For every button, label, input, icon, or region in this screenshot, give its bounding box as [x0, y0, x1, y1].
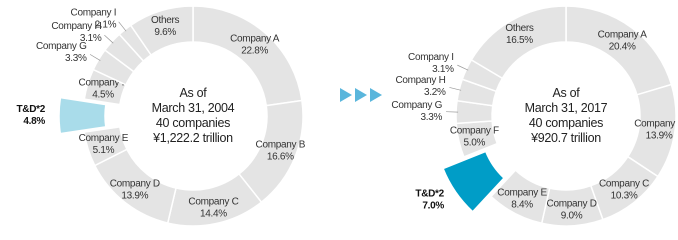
- slice: [470, 5, 567, 80]
- slice-value: 13.9%: [121, 190, 148, 201]
- slice-label: T&D*2: [415, 188, 444, 199]
- slice-label: Company D: [110, 178, 160, 189]
- slice-value: 3.3%: [65, 53, 87, 64]
- slice-value: 3.2%: [424, 87, 446, 98]
- center-text: As of: [180, 86, 208, 100]
- slice-value: 3.1%: [432, 64, 454, 75]
- slice-value: 13.9%: [646, 130, 673, 141]
- slice-label: Company C: [599, 179, 649, 190]
- slice-value: 16.6%: [267, 151, 294, 162]
- slice-value: 3.3%: [420, 112, 442, 123]
- center-text: 40 companies: [156, 116, 230, 130]
- slice: [58, 96, 107, 135]
- slice-label: Company G: [36, 41, 87, 52]
- slice-value: 10.3%: [611, 191, 638, 202]
- slice-value: 4.8%: [23, 116, 45, 127]
- slice-label: Others: [151, 15, 180, 26]
- slice-label: Company I: [408, 52, 454, 63]
- slice-value: 2.1%: [95, 19, 117, 30]
- leader-line: [104, 34, 114, 44]
- slice-value: 20.4%: [609, 41, 636, 52]
- slice: [129, 5, 194, 57]
- slice-label: Company H: [395, 75, 445, 86]
- slice-label: Company B: [256, 139, 306, 150]
- slice-label: Company C: [188, 196, 238, 207]
- slice-value: 5.1%: [93, 145, 115, 156]
- leader-line: [118, 21, 127, 32]
- center-text: 40 companies: [529, 116, 603, 130]
- slice-label: Company G: [391, 100, 442, 111]
- slice-label: Others: [505, 23, 534, 34]
- slice-value: 22.8%: [241, 46, 268, 57]
- center-text: March 31, 2004: [152, 101, 235, 115]
- leader-line: [457, 64, 469, 71]
- chart: Company A22.8%Company B16.6%Company C14.…: [16, 5, 678, 227]
- slice-label: Company H: [51, 21, 101, 32]
- arrows: [340, 88, 382, 102]
- slice-label: Company A: [598, 29, 648, 40]
- slice-label: Company A: [230, 34, 280, 45]
- slice-label: Company F: [79, 77, 128, 88]
- leader-line: [449, 87, 462, 91]
- slice-value: 3.1%: [80, 33, 102, 44]
- slice-label: Company D: [547, 198, 597, 209]
- slice-label: T&D*2: [16, 104, 45, 115]
- slice-value: 5.0%: [464, 138, 486, 149]
- arrow: [355, 88, 367, 102]
- slice-label: Company B: [634, 118, 678, 129]
- slice-value: 9.6%: [154, 27, 176, 38]
- slice-value: 9.0%: [561, 210, 583, 221]
- slice-value: 16.5%: [506, 35, 533, 46]
- center-text: March 31, 2017: [525, 101, 608, 115]
- arrow: [370, 88, 382, 102]
- slice-value: 14.4%: [200, 208, 227, 219]
- slice: [83, 126, 128, 167]
- center-text: As of: [553, 86, 581, 100]
- slice-label: Company I: [71, 7, 117, 18]
- slice-label: Company E: [79, 133, 129, 144]
- slice: [442, 150, 506, 213]
- arrow: [340, 88, 352, 102]
- slice-value: 8.4%: [511, 200, 533, 211]
- slice-label: Company E: [497, 188, 547, 199]
- center-text: ¥1,222.2 trillion: [152, 131, 233, 145]
- slice: [489, 169, 551, 225]
- slice-label: Company F: [450, 126, 499, 137]
- slice-value: 4.5%: [92, 89, 114, 100]
- leader-line: [89, 54, 101, 61]
- slice-value: 7.0%: [422, 200, 444, 211]
- center-text: ¥920.7 trillion: [530, 131, 601, 145]
